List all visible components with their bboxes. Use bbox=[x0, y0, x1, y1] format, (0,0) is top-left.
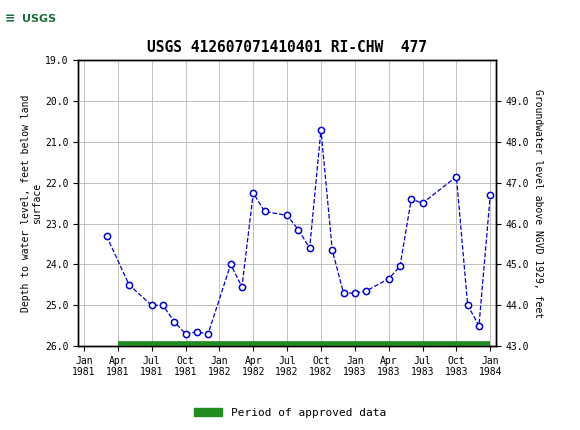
FancyBboxPatch shape bbox=[3, 3, 52, 35]
Y-axis label: Depth to water level, feet below land
surface: Depth to water level, feet below land su… bbox=[21, 95, 42, 312]
Text: ≡: ≡ bbox=[5, 12, 15, 25]
Text: USGS: USGS bbox=[22, 14, 56, 24]
Title: USGS 412607071410401 RI-CHW  477: USGS 412607071410401 RI-CHW 477 bbox=[147, 40, 427, 55]
Y-axis label: Groundwater level above NGVD 1929, feet: Groundwater level above NGVD 1929, feet bbox=[533, 89, 543, 318]
Legend: Period of approved data: Period of approved data bbox=[190, 403, 390, 422]
